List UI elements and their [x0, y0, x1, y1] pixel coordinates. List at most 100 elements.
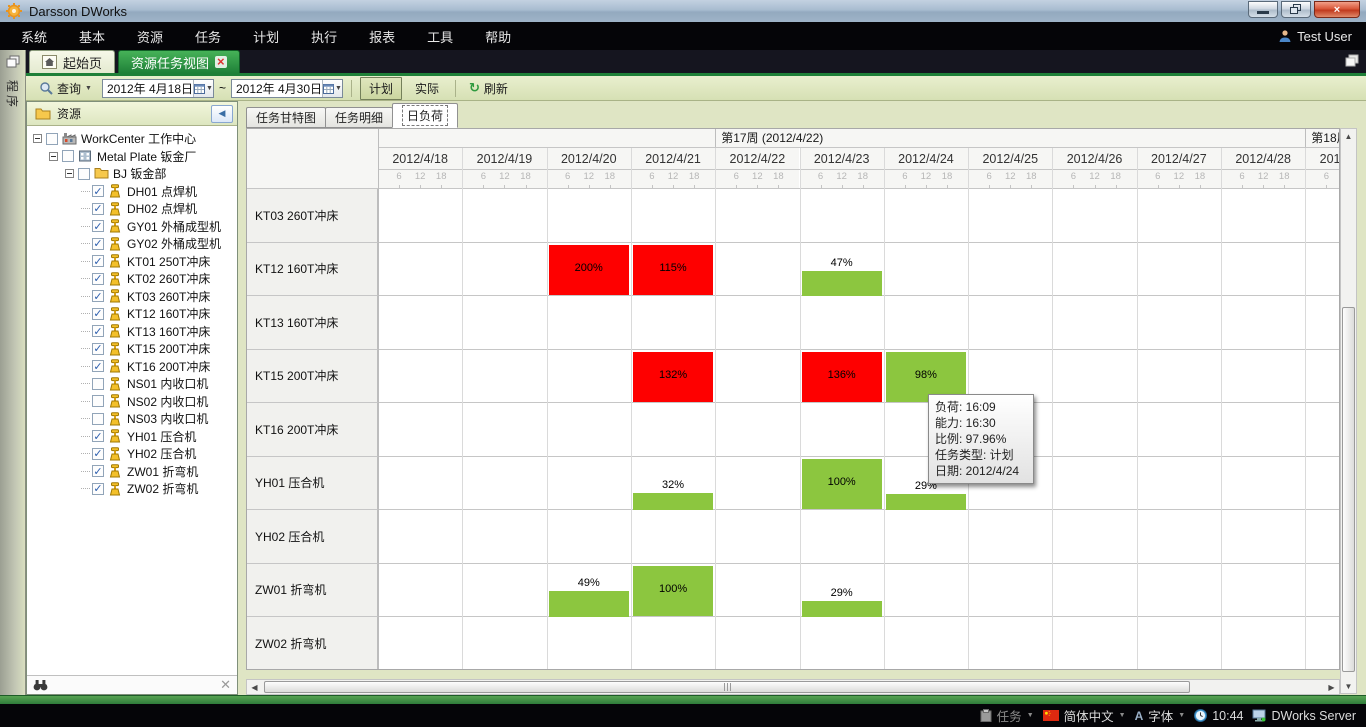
tree-checkbox-checked[interactable]: ✓ — [92, 447, 104, 461]
tree-item[interactable]: WorkCenter 工作中心 — [27, 130, 237, 148]
tree-checkbox-unchecked[interactable] — [92, 377, 104, 390]
menu-item[interactable]: 资源 — [137, 29, 164, 45]
tree-checkbox-checked[interactable]: ✓ — [92, 307, 104, 321]
tree-checkbox-checked[interactable]: ✓ — [92, 237, 104, 251]
user-menu[interactable]: Test User — [1278, 29, 1352, 44]
scroll-left-icon[interactable]: ◀ — [251, 682, 258, 692]
tab-resource-task-view[interactable]: 资源任务视图 × — [118, 50, 240, 73]
tree-item[interactable]: NS02 内收口机 — [27, 393, 237, 411]
tree-checkbox-checked[interactable]: ✓ — [92, 220, 104, 233]
load-bar-100%[interactable] — [801, 458, 882, 509]
tree-item[interactable]: ✓ ZW01 折弯机 — [27, 463, 237, 481]
tree-item[interactable]: Metal Plate 钣金厂 — [27, 148, 237, 166]
tree-item[interactable]: ✓ DH02 点焊机 — [27, 200, 237, 218]
scroll-up-icon[interactable]: ▲ — [1344, 131, 1353, 141]
tree-item[interactable]: ✓ KT02 260T冲床 — [27, 270, 237, 288]
load-bar-98%[interactable] — [885, 351, 967, 402]
load-bar-136%[interactable] — [801, 351, 882, 402]
load-bar-100%[interactable] — [632, 565, 714, 616]
tree-item[interactable]: ✓ YH02 压合机 — [27, 445, 237, 463]
close-button[interactable]: × — [1314, 1, 1360, 18]
restore-button[interactable] — [1281, 1, 1311, 18]
view-tab-2[interactable]: 任务明细 — [325, 107, 394, 128]
tree-checkbox-checked[interactable]: ✓ — [92, 360, 104, 373]
menu-item[interactable]: 帮助 — [485, 29, 512, 45]
horizontal-scroll-thumb[interactable] — [264, 681, 1190, 693]
tree-item[interactable]: NS03 内收口机 — [27, 410, 237, 428]
load-bar-200%[interactable] — [548, 244, 629, 295]
tree-item[interactable]: ✓ GY02 外桶成型机 — [27, 235, 237, 253]
menu-item[interactable]: 计划 — [253, 29, 280, 45]
tree-item[interactable]: ✓ ZW02 折弯机 — [27, 480, 237, 498]
tree-checkbox-checked[interactable]: ✓ — [92, 202, 104, 216]
load-bar-32%[interactable] — [632, 492, 714, 510]
clear-filter-icon[interactable]: ✕ — [220, 677, 231, 692]
tab-close-icon[interactable]: × — [215, 54, 227, 69]
tree-checkbox-checked[interactable]: ✓ — [92, 290, 104, 303]
tree-item[interactable]: ✓ KT13 160T冲床 — [27, 323, 237, 341]
load-bar-49%[interactable] — [548, 590, 629, 617]
binoculars-icon[interactable] — [33, 679, 48, 691]
tree-item[interactable]: ✓ KT03 260T冲床 — [27, 288, 237, 306]
date-from-input[interactable]: 2012年 4月18日 ▼ — [101, 78, 214, 98]
load-bar-29%[interactable] — [885, 494, 967, 510]
tab-list-icon[interactable] — [1343, 53, 1360, 69]
tree-expander-icon[interactable] — [33, 134, 42, 144]
view-tab-3[interactable]: 日负荷 — [392, 103, 459, 128]
tree-item[interactable]: ✓ DH01 点焊机 — [27, 183, 237, 201]
status-font-dropdown[interactable]: A 字体 ▼ — [1135, 706, 1186, 725]
tree-item[interactable]: ✓ GY01 外桶成型机 — [27, 218, 237, 236]
tree-checkbox-checked[interactable]: ✓ — [92, 430, 104, 443]
menu-item[interactable]: 基本 — [79, 29, 106, 45]
menu-item[interactable]: 系统 — [21, 29, 48, 45]
menu-item[interactable]: 执行 — [311, 29, 338, 45]
tree-checkbox-unchecked[interactable] — [92, 395, 104, 408]
actual-toggle-button[interactable]: 实际 — [407, 78, 447, 99]
tree-checkbox-checked[interactable]: ✓ — [92, 482, 104, 496]
minimize-button[interactable] — [1248, 1, 1278, 18]
tree-item[interactable]: BJ 钣金部 — [27, 165, 237, 183]
status-language-dropdown[interactable]: 简体中文 ▼ — [1042, 706, 1126, 725]
menu-item[interactable]: 任务 — [195, 29, 222, 45]
tree-checkbox-checked[interactable]: ✓ — [92, 185, 104, 198]
tree-item[interactable]: ✓ KT15 200T冲床 — [27, 340, 237, 358]
tree-checkbox-unchecked[interactable] — [62, 150, 74, 163]
status-task-dropdown[interactable]: 任务 ▼ — [980, 706, 1034, 725]
tree-collapse-button[interactable]: ◀ — [211, 104, 233, 123]
tree-item[interactable]: NS01 内收口机 — [27, 375, 237, 393]
tree-expander-icon[interactable] — [65, 169, 74, 179]
load-bar-115%[interactable] — [632, 244, 714, 295]
tree-expander-icon[interactable] — [49, 151, 58, 161]
menu-item[interactable]: 工具 — [427, 29, 454, 45]
tree-checkbox-checked[interactable]: ✓ — [92, 272, 104, 286]
date-from-calendar-button[interactable]: ▼ — [193, 79, 213, 97]
plan-toggle-button[interactable]: 计划 — [359, 76, 402, 100]
tree-item[interactable]: ✓ YH01 压合机 — [27, 428, 237, 446]
load-bar-29%[interactable] — [801, 601, 882, 617]
load-bar-132%[interactable] — [632, 351, 714, 402]
tree-checkbox-unchecked[interactable] — [78, 167, 90, 180]
load-bar-47%[interactable] — [801, 270, 882, 296]
horizontal-scrollbar[interactable]: ◀ ▶ — [246, 679, 1340, 695]
vertical-scrollbar[interactable]: ▲ ▼ — [1340, 128, 1357, 694]
scroll-right-icon[interactable]: ▶ — [1328, 682, 1335, 692]
query-button[interactable]: 查询 ▼ — [34, 78, 97, 99]
tree-checkbox-unchecked[interactable] — [92, 412, 104, 425]
tree-checkbox-checked[interactable]: ✓ — [92, 325, 104, 338]
date-to-calendar-button[interactable]: ▼ — [322, 79, 342, 97]
vertical-scroll-thumb[interactable] — [1342, 307, 1355, 672]
scroll-down-icon[interactable]: ▼ — [1344, 681, 1353, 691]
view-tab-1[interactable]: 任务甘特图 — [246, 107, 327, 128]
tree-checkbox-checked[interactable]: ✓ — [92, 342, 104, 356]
tree-checkbox-unchecked[interactable] — [46, 132, 58, 145]
tree-item[interactable]: ✓ KT01 250T冲床 — [27, 253, 237, 271]
date-to-input[interactable]: 2012年 4月30日 ▼ — [230, 78, 343, 98]
tree-checkbox-checked[interactable]: ✓ — [92, 255, 104, 268]
tree-item[interactable]: ✓ KT16 200T冲床 — [27, 358, 237, 376]
tab-home[interactable]: 起始页 — [29, 50, 116, 73]
menu-item[interactable]: 报表 — [369, 29, 396, 45]
collapsed-panel-strip[interactable]: 程序 — [0, 50, 26, 695]
tree-item[interactable]: ✓ KT12 160T冲床 — [27, 305, 237, 323]
refresh-button[interactable]: ↻ 刷新 — [464, 78, 513, 99]
tree-checkbox-checked[interactable]: ✓ — [92, 465, 104, 478]
